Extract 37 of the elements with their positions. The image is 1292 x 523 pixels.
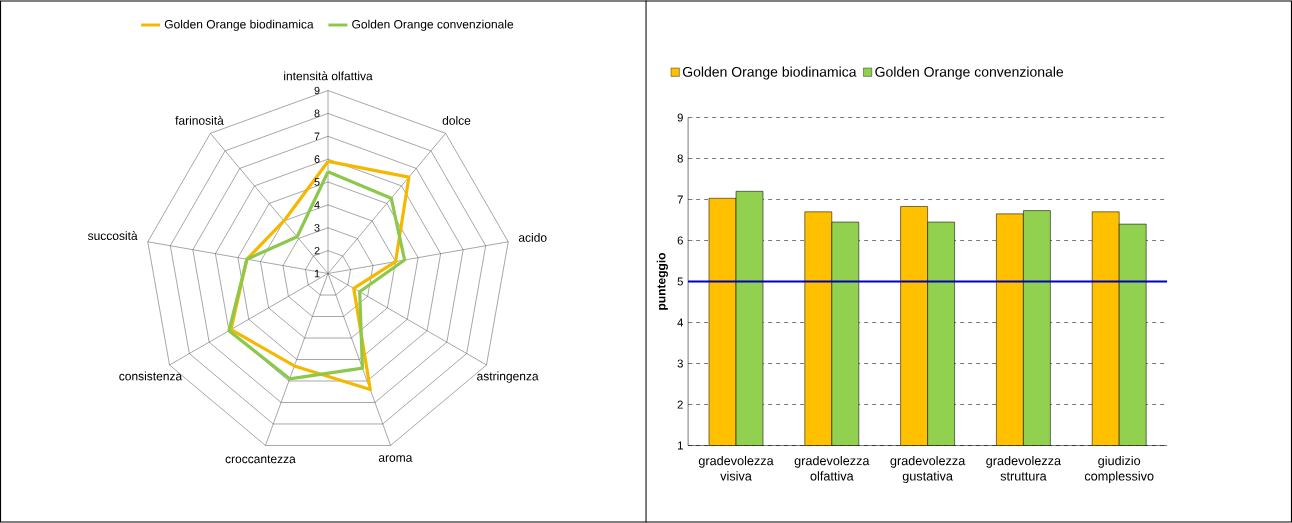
y-tick-label: 6 bbox=[677, 236, 683, 245]
y-tick-label: 7 bbox=[677, 195, 683, 204]
spoke-label: acido bbox=[518, 233, 547, 242]
x-tick-label: giudizio complessivo bbox=[1084, 455, 1154, 484]
x-tick-label: gradevolezza struttura bbox=[986, 455, 1062, 481]
y-tick-label: 8 bbox=[314, 109, 320, 118]
legend-label: Golden Orange biodinamica bbox=[682, 66, 857, 80]
spoke-label: croccantezza bbox=[225, 455, 296, 464]
y-tick-label: 3 bbox=[314, 223, 320, 232]
legend-label: Golden Orange convenzionale bbox=[875, 66, 1064, 80]
x-tick-label: gradevolezza visiva bbox=[698, 455, 774, 481]
y-tick-label: 5 bbox=[677, 277, 683, 286]
y-tick-label: 9 bbox=[314, 86, 320, 95]
y-tick-label: 5 bbox=[314, 178, 320, 186]
y-tick-label: 9 bbox=[677, 113, 683, 122]
y-tick-label: 1 bbox=[677, 441, 683, 450]
spoke-label: consistenza bbox=[119, 371, 183, 381]
y-tick-label: 4 bbox=[314, 201, 320, 209]
legend-label: Golden Orange biodinamica bbox=[164, 19, 314, 31]
y-axis-title: punteggio bbox=[656, 252, 668, 310]
y-tick-label: 7 bbox=[314, 132, 320, 140]
spoke-label: succosità bbox=[87, 231, 138, 241]
spoke-label: astringenza bbox=[477, 371, 539, 383]
spoke-label: farinosità bbox=[175, 115, 224, 125]
y-tick-label: 6 bbox=[314, 155, 320, 163]
legend-label: Golden Orange convenzionale bbox=[352, 19, 514, 31]
x-tick-label: gradevolezza olfattiva bbox=[794, 455, 870, 481]
y-tick-label: 4 bbox=[677, 318, 684, 327]
spoke-label: dolce bbox=[442, 115, 471, 125]
y-tick-label: 2 bbox=[314, 246, 320, 255]
x-tick-label: gradevolezza gustativa bbox=[890, 455, 966, 484]
y-tick-label: 2 bbox=[677, 400, 683, 409]
spoke-label: intensità olfattiva bbox=[284, 71, 373, 81]
spoke-label: aroma bbox=[378, 455, 413, 462]
y-tick-label: 3 bbox=[677, 359, 683, 368]
y-tick-label: 8 bbox=[677, 154, 683, 163]
y-tick-label: 1 bbox=[314, 269, 320, 278]
